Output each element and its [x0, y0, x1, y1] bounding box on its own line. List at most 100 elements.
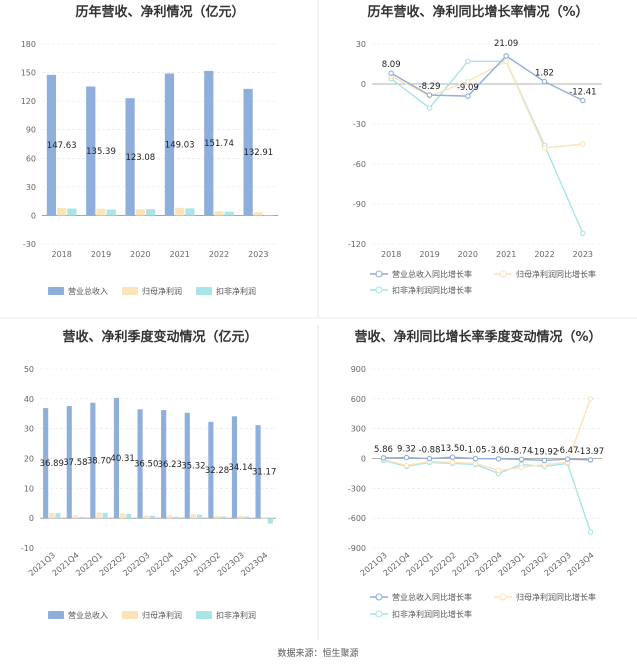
line-line_ded [390, 60, 584, 234]
point-line_ded [465, 58, 471, 65]
data-label: 147.63 [47, 141, 77, 151]
y-tick-label: 180 [21, 40, 36, 49]
chart-c4: 营收、净利同比增长率季度变动情况（%） -900 -600 -300 0 300 600 90… [348, 329, 604, 619]
point-line_rev [380, 455, 387, 461]
data-label: 1.82 [535, 69, 554, 79]
point-line_net [541, 145, 548, 151]
bar-deducted [185, 208, 195, 216]
y-tick-label: 0 [361, 455, 366, 464]
bar-net [238, 515, 244, 519]
data-label: -6.47 [557, 446, 579, 456]
legend-label: 归母净利润同比增长率 [516, 592, 596, 602]
x-tick-label: 2022 [209, 250, 229, 259]
bar-net [49, 512, 55, 519]
bar-net [72, 515, 78, 519]
chart-title: 历年营收、净利情况（亿元） [75, 4, 244, 20]
y-tick-label: 0 [29, 514, 34, 523]
line-line_ded [383, 459, 592, 533]
data-label: 36.50 [134, 460, 158, 470]
point-line_rev [541, 457, 548, 464]
y-tick-label: 50 [24, 365, 34, 374]
legend-marker-line_rev [375, 593, 383, 601]
data-label: -8.29 [419, 82, 441, 92]
y-tick-label: -30 [353, 120, 366, 129]
bar-deducted [67, 208, 77, 216]
y-tick-label: 90 [26, 126, 36, 135]
line-line_net [383, 398, 592, 472]
y-tick-label: 20 [24, 455, 34, 464]
x-tick-label: 2019 [419, 250, 439, 259]
point-line_net [403, 462, 410, 469]
data-label: 21.09 [494, 39, 518, 49]
legend-marker-line_ded [375, 286, 383, 294]
bar-revenue [184, 412, 190, 519]
bar-deducted [220, 516, 226, 519]
legend-label: 归母净利润同比增长率 [516, 269, 596, 279]
line-line_net [390, 60, 583, 149]
bar-deducted [149, 515, 155, 519]
bar-deducted [244, 516, 250, 519]
legend-marker-line_ded [375, 610, 383, 618]
y-tick-label: 30 [24, 425, 34, 434]
point-line_rev [388, 70, 394, 76]
bar-net [175, 207, 185, 216]
x-tick-label: 2018 [51, 250, 71, 259]
bar-net [57, 208, 67, 216]
legend-label: 营业总收入同比增长率 [392, 592, 472, 602]
data-label: 35.32 [181, 461, 205, 471]
legend-swatch-revenue [48, 287, 64, 295]
legend-label: 扣非净利润同比增长率 [392, 609, 472, 619]
bar-revenue [255, 425, 261, 519]
bar-deducted [78, 516, 85, 519]
x-tick-label: 2021 [169, 250, 189, 259]
point-line_net [580, 141, 586, 147]
bar-revenue [46, 74, 57, 216]
bar-deducted [224, 211, 234, 216]
legend-swatch-net [122, 611, 138, 619]
point-line_rev [587, 457, 594, 463]
bar-revenue [43, 408, 49, 519]
y-tick-label: 150 [21, 69, 36, 78]
bar-revenue [161, 410, 167, 519]
bar-net [167, 515, 173, 519]
chart-title: 历年营收、净利同比增长率情况（%） [367, 4, 588, 20]
y-tick-label: 900 [351, 365, 366, 374]
bar-revenue [137, 409, 143, 519]
data-label: 5.86 [374, 445, 393, 455]
point-line_rev [580, 97, 586, 104]
data-label: -8.74 [511, 446, 533, 456]
line-line_rev [383, 456, 591, 462]
data-label: 123.08 [125, 153, 155, 163]
data-label: -3.60 [488, 446, 510, 456]
x-tick-label: 2022 [534, 250, 554, 259]
bar-net [214, 211, 224, 216]
bar-net [214, 515, 220, 519]
bar-deducted [263, 215, 274, 216]
chart-c3: 营收、净利季度变动情况（亿元）-10010203040502021Q32021Q… [21, 329, 276, 620]
x-tick-label: 2023Q4 [239, 551, 269, 578]
point-line_rev [449, 454, 456, 460]
point-line_net [587, 396, 594, 402]
data-label: 135.39 [86, 147, 116, 157]
y-tick-label: -300 [348, 484, 366, 493]
point-line_net [503, 58, 509, 65]
y-tick-label: 30 [26, 183, 36, 192]
point-line_rev [564, 456, 571, 462]
bar-deducted [267, 518, 273, 524]
bar-revenue [66, 406, 72, 519]
legend-swatch-deducted [196, 611, 212, 619]
data-label: 8.09 [382, 60, 401, 70]
bar-revenue [208, 421, 214, 519]
legend-label: 归母净利润 [142, 610, 182, 620]
bar-revenue [204, 70, 214, 216]
y-tick-label: -30 [23, 240, 36, 249]
bar-net [120, 513, 126, 519]
data-label: 40.31 [110, 454, 134, 464]
legend-marker-line_net [499, 593, 507, 601]
y-tick-label: 600 [351, 395, 366, 404]
data-label: 31.17 [252, 468, 276, 478]
bar-net [190, 514, 196, 519]
bar-net [96, 208, 106, 216]
y-tick-label: -90 [353, 200, 366, 209]
